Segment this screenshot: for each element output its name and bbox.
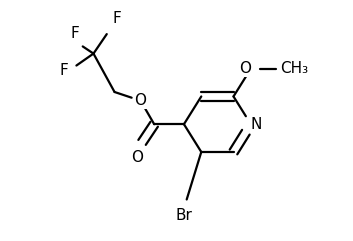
Text: O: O (134, 93, 146, 108)
Text: F: F (60, 63, 69, 78)
Text: Br: Br (175, 208, 192, 223)
Text: O: O (131, 150, 143, 165)
Text: O: O (239, 61, 251, 76)
Text: N: N (251, 117, 262, 132)
Text: F: F (112, 11, 121, 26)
Text: CH₃: CH₃ (281, 61, 309, 76)
Text: F: F (71, 26, 79, 41)
